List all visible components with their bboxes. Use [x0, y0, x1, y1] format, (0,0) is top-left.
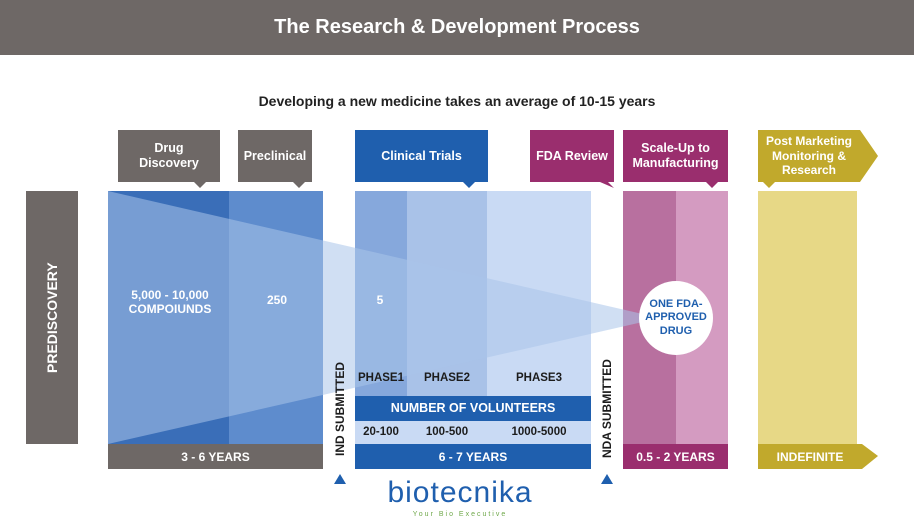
scale-up-callout — [623, 130, 728, 188]
fda-review-callout — [530, 130, 614, 188]
discovery-duration-bg — [108, 444, 323, 469]
preclinical-callout — [238, 130, 312, 188]
volunteers-phase-2: 100-500 — [425, 425, 469, 438]
scale-up-duration: 0.5 - 2 YEARS — [636, 449, 715, 464]
funnel-overlay — [108, 191, 660, 444]
volunteers-phase-3: 1000-5000 — [511, 425, 567, 438]
ind-submitted-label: IND SUBMITTED — [333, 362, 347, 456]
approved-drug-circle — [639, 281, 713, 355]
post-marketing-panel — [758, 191, 857, 444]
compounds-count: 5,000 - 10,000 COMPOIUNDS — [128, 287, 212, 316]
phase-2-label: PHASE2 — [423, 372, 471, 385]
post-marketing-callout — [758, 130, 878, 188]
clinical-trials-callout — [355, 130, 488, 188]
clinical-duration-bg — [355, 444, 591, 469]
drug-discovery-callout — [118, 130, 220, 188]
post-marketing-label: Post Marketing Monitoring & Research — [765, 134, 852, 178]
page-subtitle: Developing a new medicine takes an avera… — [258, 93, 656, 109]
page-title: The Research & Development Process — [0, 0, 914, 55]
logo-wordmark: biotecnika — [387, 476, 533, 509]
approved-drug-label: ONE FDA-APPROVED DRUG — [645, 298, 707, 337]
volunteers-header-bg — [355, 396, 591, 421]
ind-arrow-icon — [334, 474, 346, 484]
volunteers-header: NUMBER OF VOLUNTEERS — [390, 401, 556, 415]
clinical-duration: 6 - 7 YEARS — [438, 449, 508, 464]
preclinical-label: Preclinical — [243, 148, 307, 163]
nda-arrow-icon — [601, 474, 613, 484]
scale-up-duration-bg — [623, 444, 728, 469]
post-marketing-duration-bg — [758, 444, 878, 469]
phase-1-label: PHASE1 — [357, 372, 405, 385]
post-marketing-duration: INDEFINITE — [776, 449, 844, 464]
volunteers-values-bg — [355, 421, 591, 444]
phase-3-label: PHASE3 — [515, 372, 563, 385]
clinical-trials-label: Clinical Trials — [381, 148, 462, 163]
nda-submitted-label: NDA SUBMITTED — [600, 359, 614, 459]
discovery-duration: 3 - 6 YEARS — [181, 449, 250, 464]
drug-discovery-label: Drug Discovery — [139, 141, 199, 170]
fda-review-label: FDA Review — [536, 148, 608, 163]
clinical-count: 5 — [376, 292, 384, 307]
preclinical-count: 250 — [266, 292, 288, 307]
biotecnika-logo: biotecnika Your Bio Executive — [340, 476, 580, 524]
volunteers-phase-1: 20-100 — [363, 425, 399, 438]
scale-up-label: Scale-Up to Manufacturing — [632, 141, 719, 170]
logo-tagline: Your Bio Executive — [412, 511, 508, 518]
prediscovery-bar: PREDISCOVERY — [26, 191, 78, 444]
